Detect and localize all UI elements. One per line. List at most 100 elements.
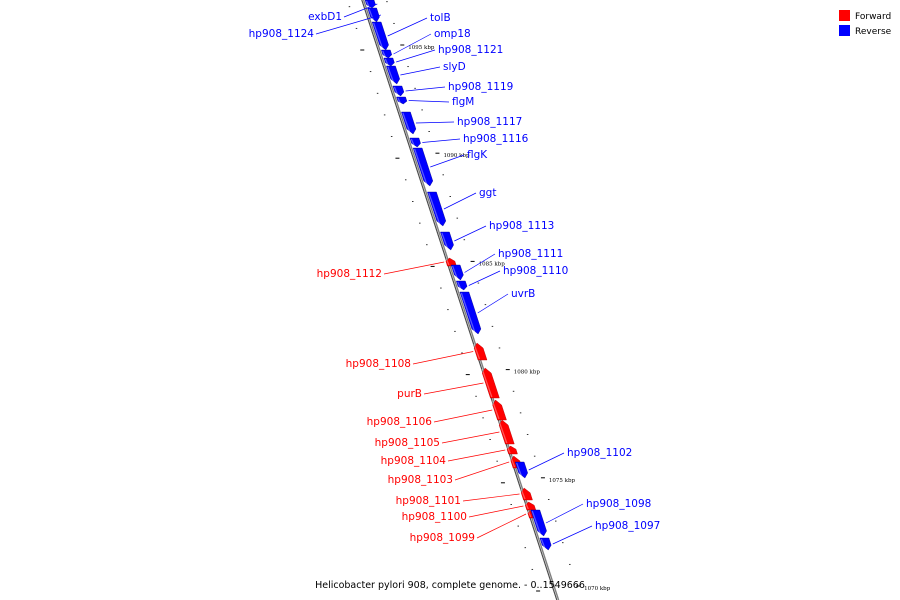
gene-label-flgM[interactable]: flgM xyxy=(452,96,474,108)
gene-hp908_1105[interactable] xyxy=(498,419,515,445)
gene-highlight xyxy=(540,538,546,550)
gene-pointer xyxy=(400,66,441,76)
gene-label-hp908_1116[interactable]: hp908_1116 xyxy=(463,133,529,145)
gene-label-hp908_1121[interactable]: hp908_1121 xyxy=(438,44,503,56)
gene-highlight xyxy=(373,22,384,50)
gene-pointer xyxy=(454,461,510,481)
gene-label-hp908_1102[interactable]: hp908_1102 xyxy=(567,447,632,459)
gene-label-hp908_1112[interactable]: hp908_1112 xyxy=(317,268,382,280)
gene-label-hp908_1110[interactable]: hp908_1110 xyxy=(503,265,568,277)
gene-hp908_1106[interactable] xyxy=(492,399,507,421)
gene-highlight xyxy=(441,232,449,250)
gene-pointer xyxy=(408,100,450,103)
gene-highlight xyxy=(481,368,493,398)
gene-label-hp908_1104[interactable]: hp908_1104 xyxy=(381,455,447,467)
gene-highlight xyxy=(393,86,399,96)
gene-hp908_1102[interactable] xyxy=(514,461,528,479)
gene-hp908_1098[interactable] xyxy=(530,509,547,537)
gene-label-hp908_1124[interactable]: hp908_1124 xyxy=(249,28,315,40)
gene-label-hp908_1098[interactable]: hp908_1098 xyxy=(586,498,651,510)
gene-label-purB[interactable]: purB xyxy=(397,388,422,400)
gene-highlight xyxy=(516,462,523,478)
gene-highlight xyxy=(397,97,401,104)
gene-pointer xyxy=(405,86,446,92)
gene-hp908_1119[interactable] xyxy=(392,85,405,97)
gene-hp908_1111[interactable] xyxy=(450,264,464,281)
gene-hp908_1104[interactable] xyxy=(506,445,518,455)
gene-hp908_1117[interactable] xyxy=(401,111,417,135)
gene-highlight xyxy=(402,112,411,134)
gene-highlight xyxy=(460,292,476,334)
gene-hp908_1097[interactable] xyxy=(539,537,552,551)
gene-label-hp908_1100[interactable]: hp908_1100 xyxy=(402,511,467,523)
gene-pointer xyxy=(393,33,432,55)
gene-hp908_1101[interactable] xyxy=(520,487,533,501)
gene-pointer xyxy=(462,493,520,502)
gene-pointer xyxy=(552,525,593,545)
gene-pointer xyxy=(545,503,584,524)
gene-label-slyD[interactable]: slyD xyxy=(443,61,466,73)
gene-omp18[interactable] xyxy=(381,49,393,59)
gene-label-hp908_1108[interactable]: hp908_1108 xyxy=(346,358,411,370)
gene-label-hp908_1113[interactable]: hp908_1113 xyxy=(489,220,554,232)
gene-hp908_1113[interactable] xyxy=(440,231,454,251)
gene-label-hp908_1111[interactable]: hp908_1111 xyxy=(498,248,563,260)
gene-label-hp908_1119[interactable]: hp908_1119 xyxy=(448,81,513,93)
gene-features xyxy=(364,0,552,551)
gene-highlight xyxy=(382,50,386,58)
gene-pointer xyxy=(476,513,527,539)
gene-hp908_1108[interactable] xyxy=(473,342,488,361)
gene-pointer xyxy=(343,3,378,18)
tick-label: 1095 kbp xyxy=(408,45,435,51)
gene-highlight xyxy=(498,420,508,444)
gene-label-tolB[interactable]: tolB xyxy=(430,12,451,24)
gene-slyD[interactable] xyxy=(386,65,400,85)
gene-hp908_1121[interactable] xyxy=(383,57,395,67)
gene-pointer xyxy=(422,138,461,143)
gene-purB[interactable] xyxy=(481,367,500,399)
gene-highlight xyxy=(473,343,481,360)
gene-pointer xyxy=(415,121,455,124)
gene-pointer xyxy=(468,505,524,518)
gene-flgM[interactable] xyxy=(396,96,408,105)
gene-tolB[interactable] xyxy=(371,21,389,51)
gene-hp908_1110[interactable] xyxy=(456,280,468,291)
gene-flgK[interactable] xyxy=(412,147,434,187)
gene-pointer xyxy=(396,49,436,63)
gene-ggt[interactable] xyxy=(427,191,447,227)
gene-highlight xyxy=(506,446,511,454)
gene-uvrB[interactable] xyxy=(459,291,482,335)
gene-pointer xyxy=(412,351,474,365)
gene-label-uvrB[interactable]: uvrB xyxy=(511,288,535,300)
tick-label: 1090 kbp xyxy=(443,153,470,159)
gene-pointer xyxy=(454,225,487,242)
gene-highlight xyxy=(527,510,532,518)
gene-label-omp18[interactable]: omp18 xyxy=(434,28,471,40)
gene-pointer xyxy=(477,293,509,314)
gene-hp908_1124[interactable] xyxy=(367,7,380,23)
gene-label-hp908_1101[interactable]: hp908_1101 xyxy=(396,495,461,507)
gene-pointer xyxy=(468,270,501,286)
gene-hp908_1116[interactable] xyxy=(409,137,421,148)
gene-label-hp908_1099[interactable]: hp908_1099 xyxy=(410,532,475,544)
gene-label-exbD1[interactable]: exbD1 xyxy=(308,11,342,23)
tick-label: 1070 kbp xyxy=(584,586,611,592)
gene-label-hp908_1097[interactable]: hp908_1097 xyxy=(595,520,660,532)
legend: Forward Reverse xyxy=(839,10,892,37)
gene-label-ggt[interactable]: ggt xyxy=(479,187,496,199)
gene-label-hp908_1105[interactable]: hp908_1105 xyxy=(375,437,440,449)
gene-label-flgK[interactable]: flgK xyxy=(467,149,488,161)
gene-highlight xyxy=(525,502,529,510)
tick-label: 1075 kbp xyxy=(549,478,576,484)
tick-marks: 1095 kbp 1090 kbp 1085 kbp 1080 kbp 1075 kbp… xyxy=(348,1,611,592)
gene-highlight xyxy=(520,488,526,500)
gene-pointer xyxy=(383,261,445,275)
tick-label: 1085 kbp xyxy=(479,261,506,267)
gene-highlight xyxy=(428,192,441,226)
gene-label-hp908_1106[interactable]: hp908_1106 xyxy=(367,416,433,428)
gene-label-hp908_1103[interactable]: hp908_1103 xyxy=(388,474,453,486)
gene-label-hp908_1117[interactable]: hp908_1117 xyxy=(457,116,522,128)
gene-pointer xyxy=(430,154,465,168)
legend-reverse-label: Reverse xyxy=(855,27,892,37)
